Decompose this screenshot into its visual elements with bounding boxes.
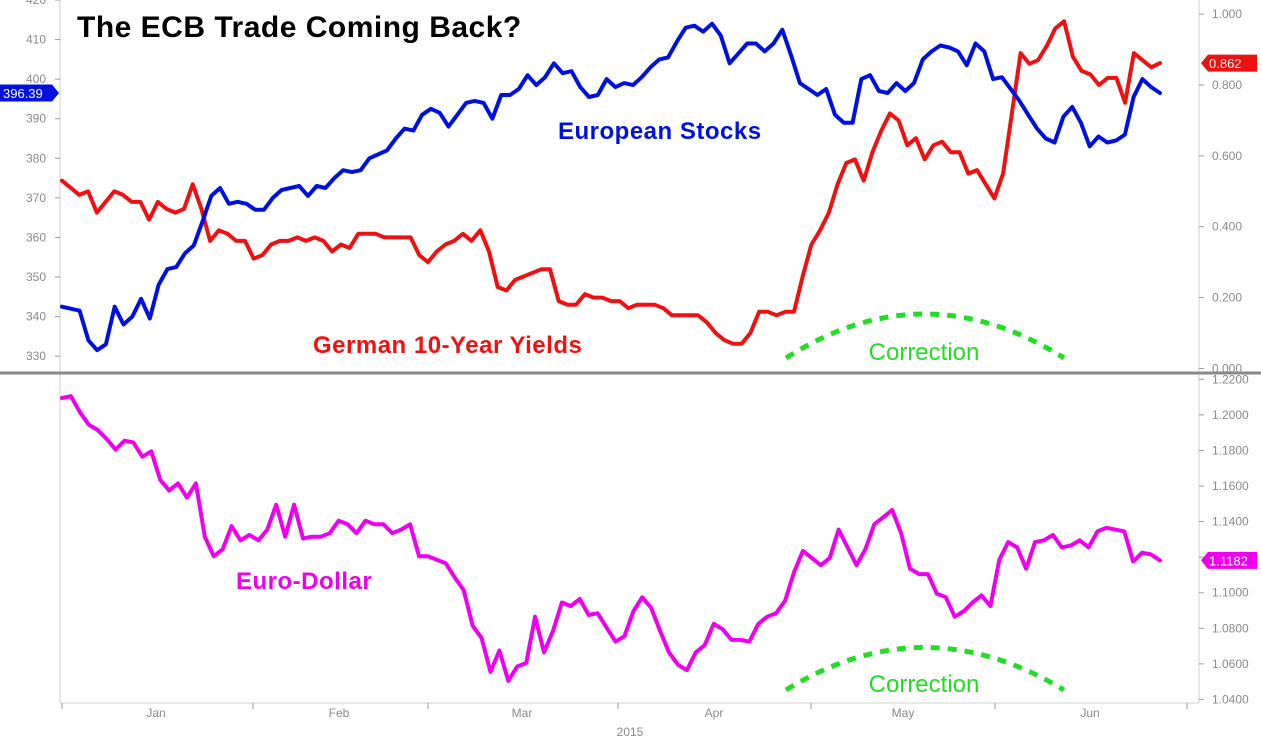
right-tick-label: 1.2200 [1212, 372, 1249, 386]
euro-dollar-line [60, 394, 1162, 683]
right-tick-label: 0.600 [1212, 149, 1242, 163]
left-tick-label: 380 [26, 151, 46, 165]
series-layer [60, 19, 1162, 683]
left-tick-label: 330 [26, 349, 46, 363]
german-yields-last-badge-shape [1201, 54, 1257, 72]
right-tick-label: 0.800 [1212, 78, 1242, 92]
bottom-correction-label: Correction [869, 671, 980, 698]
euro-dollar-last-badge-text: 1.1182 [1209, 553, 1248, 568]
left-tick-label: 420 [26, 0, 46, 7]
bottom-correction-arc [784, 645, 1066, 693]
x-tick-label: Mar [512, 706, 533, 720]
euro-dollar-last-badge-shape [1201, 551, 1257, 569]
right-tick-label: 1.0800 [1212, 621, 1249, 635]
euro-dollar-label: Euro-Dollar [236, 568, 372, 595]
left-tick-label: 350 [26, 270, 46, 284]
right-tick-label: 1.1000 [1212, 586, 1249, 600]
right-tick-label: 0.200 [1212, 291, 1242, 305]
european-stocks-label: European Stocks [558, 118, 762, 145]
german-yields-label: German 10-Year Yields [313, 332, 582, 359]
right-tick-label: 1.1600 [1212, 479, 1249, 493]
left-tick-label: 410 [26, 33, 46, 47]
chart-title: The ECB Trade Coming Back? [77, 11, 522, 44]
left-tick-label: 340 [26, 310, 46, 324]
x-axis-year-label: 2015 [617, 725, 644, 739]
chart-frame [0, 0, 1261, 704]
x-tick-label: May [892, 706, 915, 720]
european-stocks-line [60, 21, 1162, 353]
left-tick-label: 370 [26, 191, 46, 205]
right-tick-label: 0.400 [1212, 220, 1242, 234]
top-correction-arc [784, 311, 1066, 361]
top-correction-label: Correction [869, 339, 980, 366]
x-tick-label: Jun [1080, 706, 1099, 720]
left-tick-label: 360 [26, 230, 46, 244]
european-stocks-last-badge-text: 396.39 [3, 86, 43, 101]
last-value-badges: 396.39 0.862 1.1182 [0, 54, 1257, 569]
right-tick-label: 0.000 [1212, 361, 1242, 375]
right-tick-label: 1.000 [1212, 7, 1242, 21]
x-tick-label: Jan [146, 706, 165, 720]
right-tick-label: 1.0400 [1212, 692, 1249, 706]
right-tick-label: 1.1800 [1212, 443, 1249, 457]
left-tick-label: 400 [26, 72, 46, 86]
german-10y-yields-line [60, 19, 1162, 346]
x-tick-label: Apr [705, 706, 724, 720]
x-tick-label: Feb [329, 706, 350, 720]
left-tick-label: 390 [26, 112, 46, 126]
left-axis-ticks: 420 410 400 390 380 370 360 350 340 330 [26, 0, 60, 363]
german-yields-last-badge-text: 0.862 [1209, 56, 1242, 71]
right-tick-label: 1.0600 [1212, 657, 1249, 671]
european-stocks-last-badge-shape [0, 84, 59, 102]
x-axis-ticks: Jan Feb Mar Apr May Jun [61, 703, 1188, 720]
right-tick-label: 1.1400 [1212, 515, 1249, 529]
right-axis-ticks-top: 1.000 0.800 0.600 0.400 0.200 0.000 [1199, 7, 1242, 375]
right-tick-label: 1.2000 [1212, 408, 1249, 422]
